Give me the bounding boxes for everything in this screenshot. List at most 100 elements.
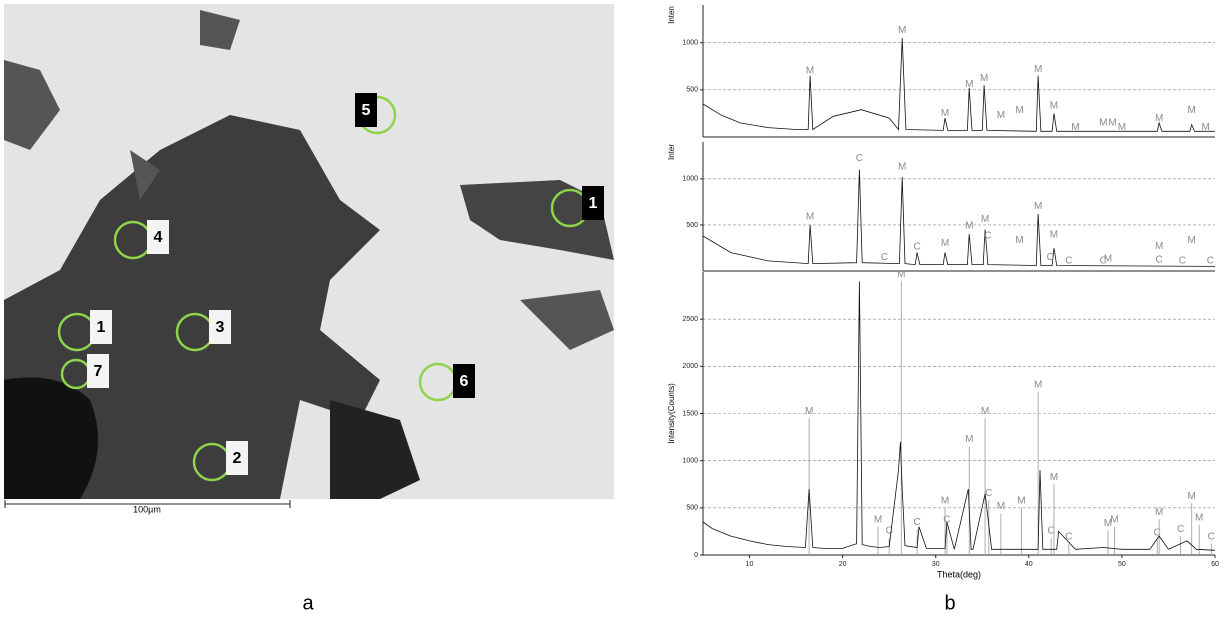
peak-label: M [965,220,973,231]
peak-label: M [1195,512,1203,523]
region-label: 1 [589,195,598,212]
peak-label: M [1017,495,1025,506]
peak-label: C [1047,252,1054,263]
peak-label: M [941,108,949,119]
peak-label: M [980,73,988,84]
peak-label: M [1099,117,1107,128]
region-label: 3 [216,319,225,336]
peak-label: C [856,153,863,164]
x-tick-label: 10 [746,561,754,568]
label-box [209,310,231,344]
peak-label: M [941,495,949,506]
x-tick-label: 60 [1211,561,1219,568]
peak-label: M [965,79,973,90]
y-tick-label: 2500 [682,316,698,323]
peak-label: M [1108,117,1116,128]
y-axis-label: Inten [667,6,676,24]
peak-label: M [1015,105,1023,116]
peak-label: M [981,214,989,225]
spectrum-line [702,281,1216,551]
label-box [147,220,169,254]
peak-label: C [1065,531,1072,542]
peak-label: M [806,66,814,77]
x-tick-label: 40 [1025,561,1033,568]
y-tick-label: 1500 [682,410,698,417]
label-box [226,441,248,475]
y-tick-label: 2000 [682,363,698,370]
peak-label: C [913,517,920,528]
peak-label: M [1071,122,1079,133]
label-box [582,186,604,220]
x-tick-label: 30 [932,561,940,568]
y-tick-label: 500 [686,222,698,229]
y-tick-label: 500 [686,505,698,512]
peak-label: M [1104,518,1112,529]
y-axis-label: Intensity(Counts) [667,383,676,444]
region-label: 5 [362,102,371,119]
region-label: 1 [97,319,106,336]
peak-label: M [1155,241,1163,252]
peak-label: C [1048,526,1055,537]
scale-bar-label: 100µm [133,504,161,514]
panel-label: a [302,592,314,614]
label-box [355,93,377,127]
peak-label: M [806,211,814,222]
peak-label: M [941,238,949,249]
peak-label: M [1110,514,1118,525]
peak-label: C [1156,255,1163,266]
x-tick-label: 20 [839,561,847,568]
x-axis-label: Theta(deg) [937,569,981,579]
region-label: 7 [94,363,103,380]
micrograph: 5 1 4 1 3 7 6 2 100µm [4,4,614,514]
peak-label: M [1188,235,1196,246]
peak-label: C [1208,531,1215,542]
spectrum-line [702,37,1215,132]
label-box [87,354,109,388]
spectrum-line [702,169,1216,267]
y-tick-label: 1000 [682,458,698,465]
y-tick-label: 500 [686,87,698,94]
peak-label: C [1065,256,1072,267]
peak-label: M [1034,379,1042,390]
peak-label: C [881,252,888,263]
peak-label: M [965,434,973,445]
peak-label: M [1015,235,1023,246]
region-label: 2 [233,450,242,467]
x-tick-label: 50 [1118,561,1126,568]
peak-label: M [897,269,905,280]
y-tick-label: 1000 [682,176,698,183]
peak-label: M [1155,113,1163,124]
peak-label: M [1202,122,1210,133]
peak-label: C [1100,256,1107,267]
peak-label: M [981,406,989,417]
peak-label: M [898,25,906,36]
region-label: 4 [154,229,163,246]
peak-label: M [1034,64,1042,75]
label-box [453,364,475,398]
peak-label: M [997,501,1005,512]
peak-label: M [1118,122,1126,133]
peak-label: M [1050,472,1058,483]
peak-label: M [1155,507,1163,518]
peak-label: M [1188,105,1196,116]
peak-label: C [913,242,920,253]
peak-label: C [1179,256,1186,267]
peak-label: C [985,488,992,499]
peak-label: M [805,406,813,417]
peak-label: C [1154,528,1161,539]
peak-label: M [1050,101,1058,112]
label-box [90,310,112,344]
peak-label: M [1050,230,1058,241]
peak-label: M [1034,201,1042,212]
peak-label: C [886,526,893,537]
peak-label: C [943,514,950,525]
peak-label: M [997,110,1005,121]
y-tick-label: 1000 [682,40,698,47]
peak-label: M [1188,491,1196,502]
peak-label: C [1177,524,1184,535]
peak-label: M [1104,254,1112,265]
peak-label: M [874,514,882,525]
peak-label: C [984,231,991,242]
peak-label: C [1207,256,1214,267]
